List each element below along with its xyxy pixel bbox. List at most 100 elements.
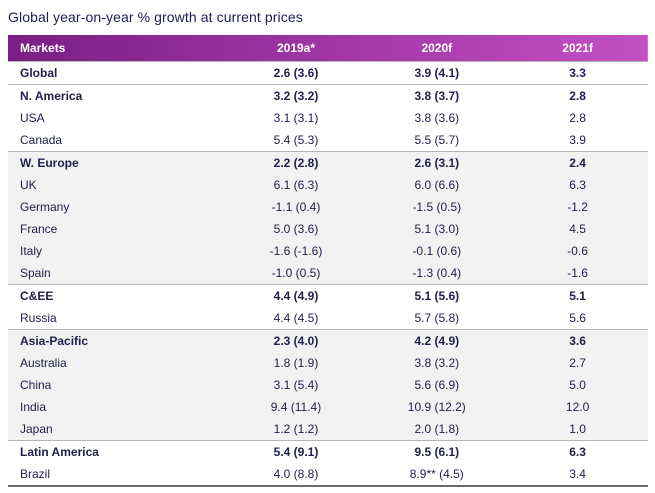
value-cell-2021: -1.2 <box>567 200 588 214</box>
table-row: Australia 1.8 (1.9) 3.8 (3.2) 2.7 <box>8 352 648 374</box>
value-cell-2021: 3.4 <box>569 467 586 481</box>
market-cell: India <box>20 400 47 414</box>
value-cell-2021: 2.8 <box>507 84 648 107</box>
value-cell-2021: 5.0 <box>569 378 586 392</box>
col-header-markets: Markets <box>20 41 66 55</box>
table-row: France 5.0 (3.6) 5.1 (3.0) 4.5 <box>8 218 648 240</box>
value-cell-2019: -1.6 (-1.6) <box>269 244 323 258</box>
col-header-2019: 2019a* <box>276 41 316 55</box>
value-cell-2019: -1.0 (0.5) <box>271 266 321 280</box>
value-cell-2021: 4.5 <box>569 222 586 236</box>
value-cell-2020: 5.7 (5.8) <box>414 311 460 325</box>
value-cell-2020: 4.2 (4.9) <box>366 329 508 352</box>
value-cell-2020: 3.8 (3.7) <box>366 84 508 107</box>
market-cell: N. America <box>8 84 226 107</box>
table-row: China 3.1 (5.4) 5.6 (6.9) 5.0 <box>8 374 648 396</box>
value-cell-2019: 5.4 (5.3) <box>273 133 319 147</box>
table-row: India 9.4 (11.4) 10.9 (12.2) 12.0 <box>8 396 648 418</box>
value-cell-2020: 5.1 (3.0) <box>414 222 460 236</box>
value-cell-2019: 4.4 (4.9) <box>225 284 367 307</box>
value-cell-2019: 2.3 (4.0) <box>225 329 367 352</box>
value-cell-2019: 2.6 (3.6) <box>225 61 367 85</box>
col-header-2021: 2021f <box>562 41 593 55</box>
value-cell-2019: 5.4 (9.1) <box>225 440 367 463</box>
growth-table: Markets 2019a* 2020f 2021f Global 2.6 (3.… <box>8 35 648 487</box>
value-cell-2019: 3.2 (3.2) <box>225 84 367 107</box>
table-row: USA 3.1 (3.1) 3.8 (3.6) 2.8 <box>8 107 648 129</box>
value-cell-2019: 1.8 (1.9) <box>273 356 319 370</box>
value-cell-2020: 5.1 (5.6) <box>366 284 508 307</box>
table-row: Japan 1.2 (1.2) 2.0 (1.8) 1.0 <box>8 418 648 441</box>
table-row: Global 2.6 (3.6) 3.9 (4.1) 3.3 <box>8 61 648 85</box>
value-cell-2021: -1.6 <box>567 266 588 280</box>
market-cell: Italy <box>20 244 43 258</box>
value-cell-2021: -0.6 <box>567 244 588 258</box>
table-row: N. America 3.2 (3.2) 3.8 (3.7) 2.8 <box>8 84 648 107</box>
value-cell-2020: 3.9 (4.1) <box>366 61 508 85</box>
value-cell-2019: 6.1 (6.3) <box>273 178 319 192</box>
value-cell-2021: 3.3 <box>507 61 648 85</box>
value-cell-2020: 3.8 (3.2) <box>414 356 460 370</box>
value-cell-2021: 2.4 <box>507 151 648 174</box>
page-title: Global year-on-year % growth at current … <box>8 9 303 25</box>
value-cell-2021: 5.1 <box>507 284 648 307</box>
market-cell: Spain <box>20 266 51 280</box>
market-cell: Global <box>8 61 226 85</box>
market-cell: Russia <box>20 311 57 325</box>
table-body: Global 2.6 (3.6) 3.9 (4.1) 3.3 N. America 3.2… <box>8 61 648 487</box>
col-header-2020: 2020f <box>421 41 453 55</box>
value-cell-2020: 9.5 (6.1) <box>366 440 508 463</box>
value-cell-2020: 6.0 (6.6) <box>414 178 460 192</box>
table-row: Italy -1.6 (-1.6) -0.1 (0.6) -0.6 <box>8 240 648 262</box>
value-cell-2020: 8.9** (4.5) <box>409 467 464 481</box>
market-cell: Japan <box>20 422 53 436</box>
table-header-row: Markets 2019a* 2020f 2021f <box>8 35 648 62</box>
value-cell-2019: 1.2 (1.2) <box>273 422 319 436</box>
value-cell-2020: 10.9 (12.2) <box>407 400 466 414</box>
table-row: Latin America 5.4 (9.1) 9.5 (6.1) 6.3 <box>8 440 648 463</box>
market-cell: USA <box>20 111 45 125</box>
market-cell: Asia-Pacific <box>8 329 226 352</box>
value-cell-2021: 12.0 <box>565 400 590 414</box>
value-cell-2020: -1.3 (0.4) <box>412 266 462 280</box>
table-row: UK 6.1 (6.3) 6.0 (6.6) 6.3 <box>8 174 648 196</box>
value-cell-2021: 1.0 <box>569 422 586 436</box>
value-cell-2021: 6.3 <box>569 178 586 192</box>
table-row: Spain -1.0 (0.5) -1.3 (0.4) -1.6 <box>8 262 648 285</box>
value-cell-2020: 2.6 (3.1) <box>366 151 508 174</box>
market-cell: Germany <box>20 200 70 214</box>
value-cell-2021: 3.6 <box>507 329 648 352</box>
market-cell: Brazil <box>20 467 51 481</box>
value-cell-2020: 2.0 (1.8) <box>414 422 460 436</box>
value-cell-2019: 4.4 (4.5) <box>273 311 319 325</box>
value-cell-2019: 3.1 (5.4) <box>273 378 319 392</box>
market-cell: Canada <box>20 133 63 147</box>
table-row: Germany -1.1 (0.4) -1.5 (0.5) -1.2 <box>8 196 648 218</box>
table-row: W. Europe 2.2 (2.8) 2.6 (3.1) 2.4 <box>8 151 648 174</box>
table-row: C&EE 4.4 (4.9) 5.1 (5.6) 5.1 <box>8 284 648 307</box>
market-cell: UK <box>20 178 37 192</box>
market-cell: W. Europe <box>8 151 226 174</box>
value-cell-2021: 2.8 <box>569 111 586 125</box>
value-cell-2020: -1.5 (0.5) <box>412 200 462 214</box>
market-cell: C&EE <box>8 284 226 307</box>
value-cell-2019: 5.0 (3.6) <box>273 222 319 236</box>
market-cell: France <box>20 222 58 236</box>
table-row: Russia 4.4 (4.5) 5.7 (5.8) 5.6 <box>8 307 648 330</box>
value-cell-2020: 3.8 (3.6) <box>414 111 460 125</box>
value-cell-2020: 5.5 (5.7) <box>414 133 460 147</box>
market-cell: Latin America <box>8 440 226 463</box>
value-cell-2019: 3.1 (3.1) <box>273 111 319 125</box>
value-cell-2021: 6.3 <box>507 440 648 463</box>
value-cell-2021: 5.6 <box>569 311 586 325</box>
value-cell-2020: -0.1 (0.6) <box>412 244 462 258</box>
table-row: Asia-Pacific 2.3 (4.0) 4.2 (4.9) 3.6 <box>8 329 648 352</box>
market-cell: Australia <box>20 356 67 370</box>
market-cell: China <box>20 378 52 392</box>
value-cell-2019: 2.2 (2.8) <box>225 151 367 174</box>
value-cell-2020: 5.6 (6.9) <box>414 378 460 392</box>
value-cell-2021: 2.7 <box>569 356 586 370</box>
table-row: Canada 5.4 (5.3) 5.5 (5.7) 3.9 <box>8 129 648 152</box>
value-cell-2019: 4.0 (8.8) <box>273 467 319 481</box>
